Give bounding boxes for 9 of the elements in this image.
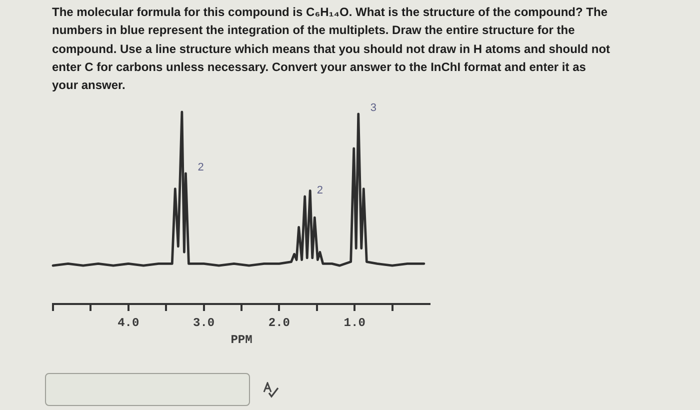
- annotation: 2: [316, 184, 323, 197]
- x-tick-label: 2.0: [268, 316, 290, 330]
- x-tick-label: 4.0: [118, 316, 140, 330]
- chart-title: The molecular formula for this compound is C₆H₁₄O. What is the structure of the compound? The numbers in blue represent the integration of the multiplets. Draw the entire structure for the compound. Use a line structure which means that you should not draw in H atoms and should not enter C for carbons unless necessary. Convert your answer to the InChI format and enter it as your answer.: [52, 4, 612, 94]
- annotation: 2: [198, 161, 204, 174]
- annotation: 3: [370, 102, 376, 114]
- x-tick-label: 3.0: [192, 316, 215, 330]
- x-tick-label: 1.0: [344, 316, 366, 330]
- x-axis-title: PPM: [230, 332, 252, 347]
